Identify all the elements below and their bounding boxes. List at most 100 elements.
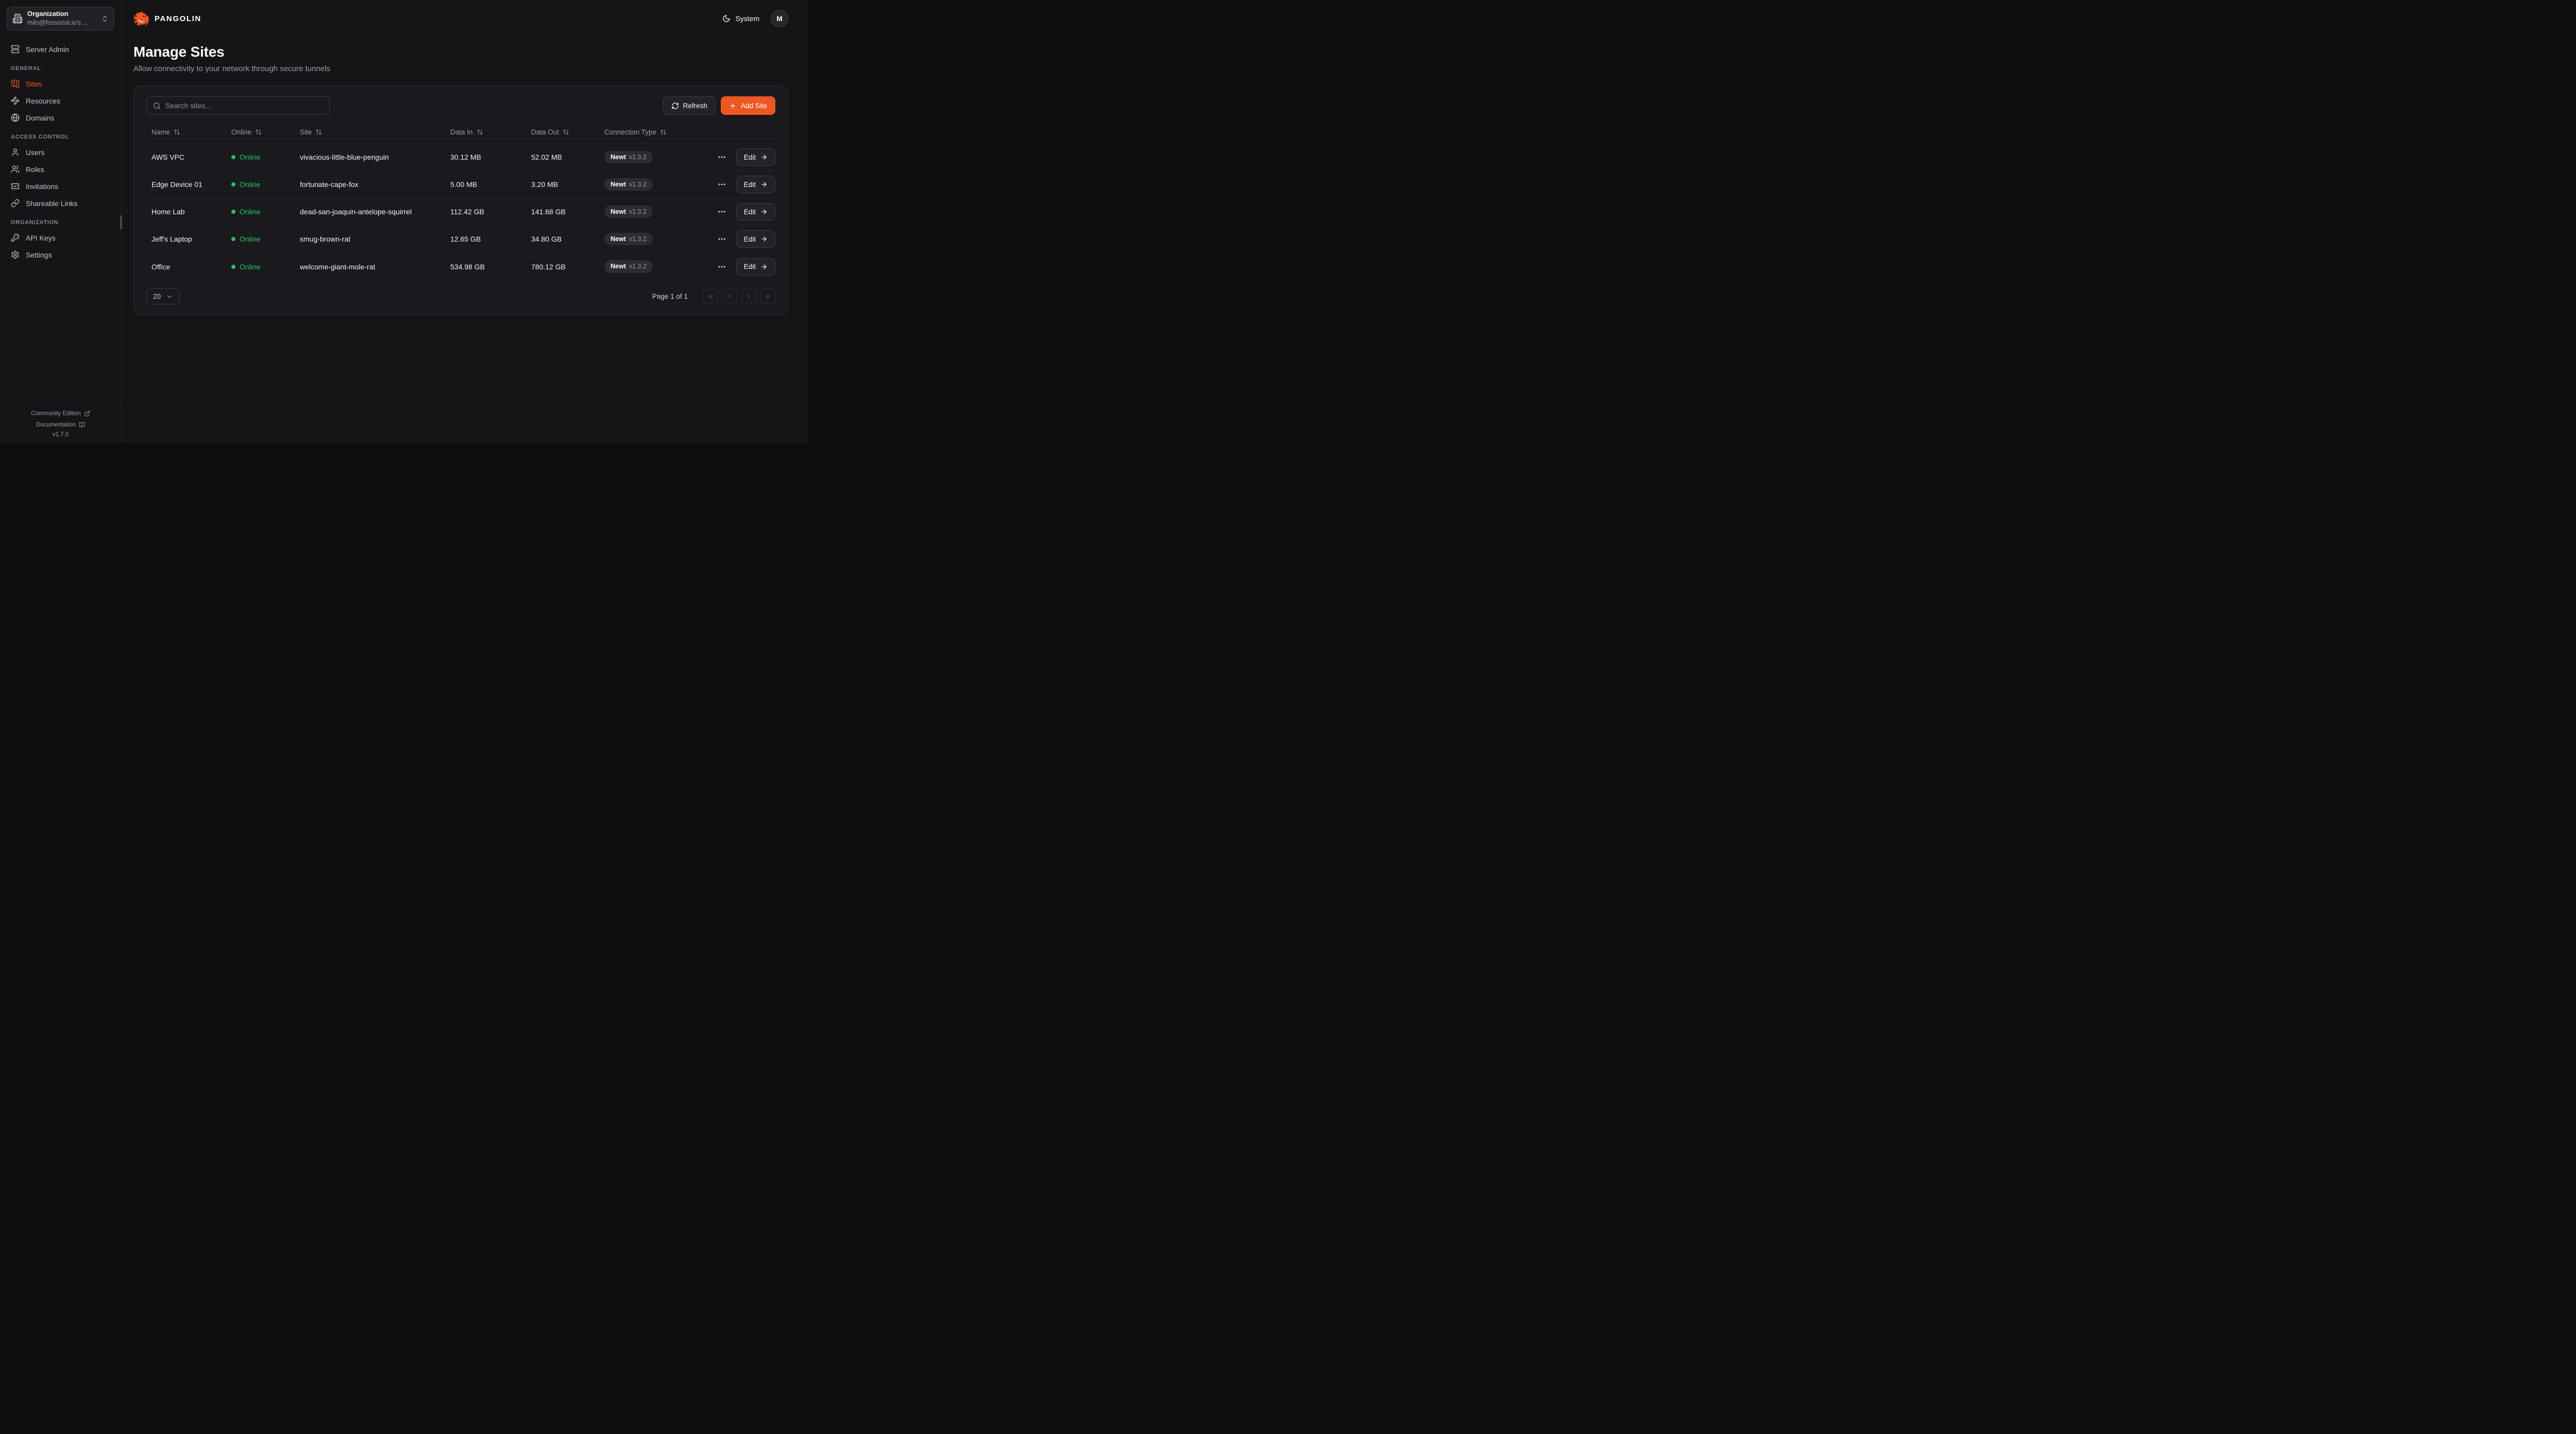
column-header[interactable]: Online <box>226 128 295 136</box>
sidebar-nav: Server Admin GENERAL Sites Resources Dom… <box>7 41 114 263</box>
column-header[interactable]: Data In <box>445 128 526 136</box>
sidebar-item-label: Shareable Links <box>26 199 78 208</box>
next-page-button[interactable] <box>741 289 756 304</box>
edit-button[interactable]: Edit <box>736 176 775 193</box>
sidebar-item-label: Invitations <box>26 182 59 191</box>
sidebar-item-users[interactable]: Users <box>7 144 114 161</box>
table-footer: 20 Page 1 of 1 <box>146 288 775 304</box>
column-header[interactable]: Name <box>146 128 226 136</box>
table-row: Home Lab Online dead-san-joaquin-antelop… <box>146 198 775 226</box>
sidebar-item-label: Domains <box>26 113 55 122</box>
org-switcher-value: milo@fossorial.io's ... <box>27 19 88 27</box>
community-edition-link[interactable]: Community Edition <box>0 408 121 419</box>
sidebar-resize-handle[interactable] <box>120 215 122 229</box>
connection-type-badge: Newt v1.3.2 <box>604 260 653 273</box>
row-menu-button[interactable] <box>717 152 726 162</box>
search-box <box>146 96 330 115</box>
sidebar-item-shareable-links[interactable]: Shareable Links <box>7 195 114 212</box>
sidebar-item-label: Users <box>26 148 45 157</box>
data-in-cell: 5.00 MB <box>450 180 478 189</box>
refresh-label: Refresh <box>683 101 707 110</box>
edit-button[interactable]: Edit <box>736 230 775 248</box>
ellipsis-icon <box>718 156 725 158</box>
row-menu-button[interactable] <box>717 180 726 189</box>
sidebar-item-invitations[interactable]: Invitations <box>7 178 114 195</box>
sort-icon <box>316 129 322 135</box>
online-dot-icon <box>231 237 235 241</box>
connection-version-label: v1.3.2 <box>629 208 647 215</box>
theme-toggle[interactable]: System <box>722 14 759 23</box>
ellipsis-icon <box>718 238 725 240</box>
data-in-cell: 12.65 GB <box>450 235 481 243</box>
connection-type-cell: Newt v1.3.2 <box>599 178 687 191</box>
org-switcher[interactable]: Organization milo@fossorial.io's ... <box>7 7 114 30</box>
documentation-link[interactable]: Documentation <box>0 419 121 431</box>
last-page-button[interactable] <box>760 289 775 304</box>
site-status-cell: Online <box>226 263 295 271</box>
brand[interactable]: PANGOLIN <box>133 11 201 27</box>
page-size-value: 20 <box>153 293 161 300</box>
chevrons-left-icon <box>708 295 713 298</box>
edit-button[interactable]: Edit <box>736 203 775 220</box>
column-label: Data Out <box>531 128 560 136</box>
data-out-cell: 3.20 MB <box>531 180 558 189</box>
sidebar-item-label: Server Admin <box>26 45 70 54</box>
table-row: Office Online welcome-giant-mole-rat 534… <box>146 253 775 280</box>
community-edition-label: Community Edition <box>31 411 81 417</box>
sidebar-item-roles[interactable]: Roles <box>7 161 114 178</box>
site-status-cell: Online <box>226 235 295 243</box>
sidebar-item-settings[interactable]: Settings <box>7 246 114 263</box>
edit-button[interactable]: Edit <box>736 258 775 276</box>
connection-type-cell: Newt v1.3.2 <box>599 205 687 218</box>
sidebar: Organization milo@fossorial.io's ... Ser… <box>0 0 122 443</box>
arrow-right-icon <box>761 182 767 187</box>
row-menu-button[interactable] <box>717 207 726 216</box>
column-header[interactable]: Data Out <box>526 128 599 136</box>
section-heading-organization: ORGANIZATION <box>11 219 59 226</box>
table-row: Jeff's Laptop Online smug-brown-rat 12.6… <box>146 226 775 253</box>
chevrons-right-icon <box>766 295 770 298</box>
sidebar-item-server-admin[interactable]: Server Admin <box>7 41 114 58</box>
pager-status: Page 1 of 1 <box>652 293 688 300</box>
topbar: PANGOLIN System M <box>133 0 788 37</box>
data-in-cell: 30.12 MB <box>450 153 481 161</box>
row-menu-button[interactable] <box>717 234 726 244</box>
sidebar-item-domains[interactable]: Domains <box>7 109 114 126</box>
page-size-select[interactable]: 20 <box>146 288 180 304</box>
add-site-button[interactable]: Add Site <box>720 96 775 115</box>
online-dot-icon <box>231 210 235 214</box>
ticket-check-icon <box>11 183 20 190</box>
link-icon <box>11 199 20 208</box>
data-out-cell: 141.68 GB <box>531 208 566 216</box>
documentation-label: Documentation <box>36 422 76 428</box>
row-menu-button[interactable] <box>717 262 726 271</box>
section-heading-access-control: ACCESS CONTROL <box>11 134 70 140</box>
app-version: v1.7.0 <box>52 432 69 438</box>
first-page-button[interactable] <box>703 289 718 304</box>
sort-icon <box>563 129 569 135</box>
previous-page-button[interactable] <box>722 289 737 304</box>
sidebar-item-api-keys[interactable]: API Keys <box>7 229 114 246</box>
edit-button[interactable]: Edit <box>736 148 775 166</box>
site-name-cell: AWS VPC <box>151 153 185 161</box>
arrow-right-icon <box>761 236 767 242</box>
site-name-cell: Jeff's Laptop <box>151 235 192 243</box>
sort-icon <box>256 129 261 135</box>
column-header[interactable]: Site <box>295 128 445 136</box>
refresh-button[interactable]: Refresh <box>663 96 716 115</box>
status-label: Online <box>240 153 261 161</box>
sidebar-item-resources[interactable]: Resources <box>7 92 114 109</box>
connection-type-cell: Newt v1.3.2 <box>599 232 687 246</box>
user-avatar[interactable]: M <box>771 10 788 27</box>
combine-icon <box>11 79 20 88</box>
theme-toggle-label: System <box>735 14 759 23</box>
column-label: Name <box>151 128 171 136</box>
section-heading-general: GENERAL <box>11 65 41 72</box>
site-slug-cell: fortunate-cape-fox <box>300 180 359 189</box>
search-input[interactable] <box>165 101 323 110</box>
column-header[interactable]: Connection Type <box>599 128 687 136</box>
connection-type-badge: Newt v1.3.2 <box>604 232 653 246</box>
edit-label: Edit <box>743 235 756 243</box>
search-icon <box>154 102 160 109</box>
sidebar-item-sites[interactable]: Sites <box>7 75 114 92</box>
